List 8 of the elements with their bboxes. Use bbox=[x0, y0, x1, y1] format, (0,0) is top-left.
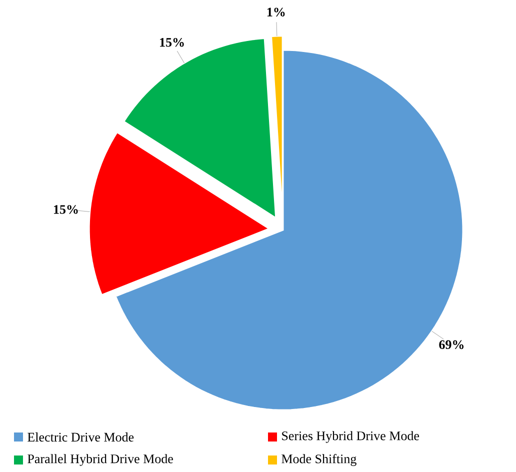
data-label: 15% bbox=[160, 38, 184, 47]
legend-label: Parallel Hybrid Drive Mode bbox=[28, 454, 173, 466]
data-label: 15% bbox=[54, 205, 78, 214]
data-label: 1% bbox=[267, 8, 285, 17]
data-label: 69% bbox=[439, 340, 464, 350]
legend-label: Electric Drive Mode bbox=[28, 432, 134, 442]
legend-label: Series Hybrid Drive Mode bbox=[282, 431, 420, 443]
legend-label: Mode Shifting bbox=[282, 454, 356, 466]
